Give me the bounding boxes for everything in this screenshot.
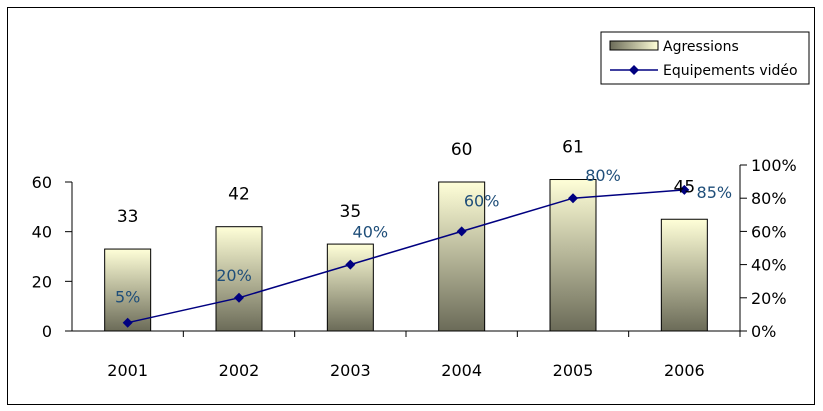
line-series	[122, 184, 690, 328]
bars	[104, 179, 708, 332]
bar-value-label: 33	[117, 207, 139, 227]
x-tick-label: 2002	[219, 361, 260, 380]
bar	[660, 218, 708, 332]
bar-value-label: 60	[451, 140, 473, 160]
y-right-tick-label: 20%	[751, 289, 787, 308]
line-value-label: 5%	[115, 288, 140, 307]
line-value-label: 60%	[464, 191, 500, 210]
y-right-tick-label: 80%	[751, 189, 787, 208]
bar	[438, 181, 486, 332]
bar	[104, 248, 152, 332]
legend-swatch-marker	[629, 65, 639, 75]
line-point	[679, 184, 690, 195]
y-left-tick-label: 40	[32, 223, 52, 242]
line-point	[456, 226, 467, 237]
bar-value-label: 61	[562, 138, 584, 158]
y-right-tick-label: 100%	[751, 156, 797, 175]
bar	[549, 179, 597, 332]
bar	[326, 243, 374, 332]
bar-value-label: 35	[340, 202, 362, 222]
line-point	[345, 259, 356, 270]
axes: 0 20 40 60 0% 20% 40% 60% 80% 100% 2001 2002 2003 200…	[32, 156, 797, 380]
line-point	[568, 193, 578, 204]
data-labels: 33 42 35 60 61 45 5% 20% 40% 60% 80% 85%	[115, 138, 732, 307]
y-left-tick-label: 0	[42, 322, 52, 341]
bar	[215, 226, 263, 332]
y-right-tick-label: 60%	[751, 222, 787, 241]
x-tick-label: 2004	[441, 361, 482, 380]
x-tick-label: 2001	[107, 361, 148, 380]
x-tick-label: 2006	[664, 361, 705, 380]
line-value-label: 80%	[585, 166, 621, 185]
line-point	[234, 292, 244, 303]
line-value-label: 20%	[216, 266, 252, 285]
bar-value-label: 42	[228, 185, 250, 205]
legend-swatch-bars	[609, 40, 659, 51]
legend-label-equipements: Equipements vidéo	[663, 63, 798, 79]
y-right-tick-label: 40%	[751, 256, 787, 275]
x-tick-label: 2005	[553, 361, 594, 380]
legend: Agressions Equipements vidéo	[600, 31, 810, 85]
line-point	[122, 317, 133, 328]
x-tick-label: 2003	[330, 361, 371, 380]
line-value-label: 85%	[697, 183, 733, 202]
legend-label-agressions: Agressions	[663, 39, 739, 55]
line-path	[127, 189, 685, 324]
y-right-tick-label: 0%	[751, 322, 776, 341]
bar-value-label: 45	[674, 177, 696, 197]
y-left-tick-label: 60	[32, 173, 52, 192]
y-left-tick-label: 20	[32, 272, 52, 291]
line-value-label: 40%	[353, 223, 389, 242]
